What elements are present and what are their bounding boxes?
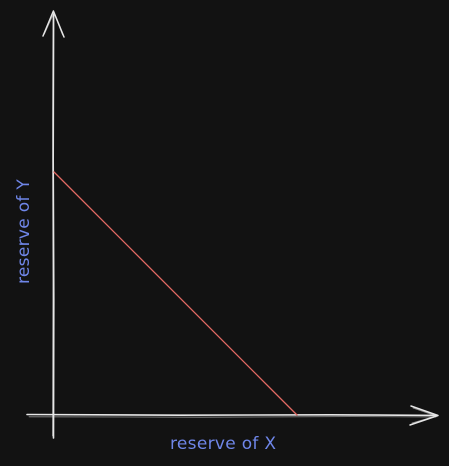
x-axis-arrowhead-echo [411,407,438,424]
x-axis-arrowhead [409,405,439,426]
y-axis-arrowhead-echo [44,12,63,36]
x-axis-line [26,413,438,417]
x-axis-line-echo [28,416,437,418]
y-axis-arrowhead [42,10,65,38]
x-axis-label: reserve of X [170,434,276,454]
y-axis-line-echo [52,15,54,437]
y-axis-line [52,13,55,439]
x-axis [26,405,439,426]
y-axis-label: reserve of Y [14,179,34,284]
y-axis [42,10,65,439]
reserve-curve [53,171,298,416]
